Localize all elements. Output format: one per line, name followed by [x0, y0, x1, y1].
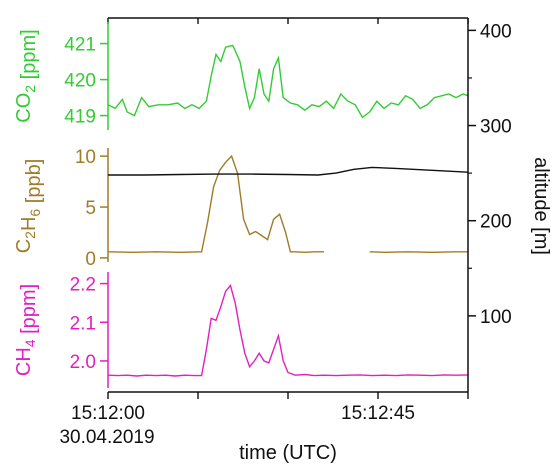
- c2h6-y-tick-label: 10: [75, 147, 96, 168]
- co2-series-line: [107, 44, 469, 119]
- altitude-y-tick-label: 100: [480, 307, 512, 328]
- altitude-panel: 100 200 300 400 altitude [m]: [108, 18, 552, 392]
- co2-y-tick-label: 419: [64, 107, 96, 128]
- ch4-panel: 2.0 2.1 2.2 CH4 [ppm]: [13, 272, 469, 388]
- top-axis-ticks: [107, 18, 469, 24]
- x-date-label: 30.04.2019: [59, 427, 154, 448]
- ch4-y-axis-label: CH4 [ppm]: [13, 284, 40, 376]
- c2h6-y-ticks: 0 5 10: [75, 147, 108, 270]
- co2-y-axis-label: CO2 [ppm]: [13, 29, 40, 122]
- ch4-y-tick-label: 2.1: [70, 313, 96, 334]
- altitude-y-tick-label: 400: [480, 21, 512, 42]
- x-axis-ticks: [107, 392, 469, 399]
- c2h6-y-tick-label: 5: [85, 198, 96, 219]
- ch4-y-tick-label: 2.0: [70, 352, 96, 373]
- x-tick-label-end: 15:12:45: [341, 403, 415, 424]
- altitude-y-tick-label: 200: [480, 212, 512, 233]
- altitude-y-tick-label: 300: [480, 117, 512, 138]
- co2-y-tick-label: 421: [64, 35, 96, 56]
- c2h6-y-axis-label: C2H6 [ppb]: [13, 159, 45, 254]
- x-axis-label: time (UTC): [239, 442, 337, 464]
- x-tick-label-start: 15:12:00: [71, 403, 145, 424]
- ch4-y-tick-label: 2.2: [70, 275, 96, 296]
- altitude-series-line: [108, 166, 469, 176]
- c2h6-y-tick-label: 0: [85, 249, 96, 270]
- c2h6-panel: 0 5 10 C2H6 [ppb]: [13, 147, 468, 270]
- altitude-y-axis-label: altitude [m]: [530, 157, 552, 255]
- co2-y-ticks: 419 420 421: [64, 35, 108, 128]
- altitude-y-ticks: 100 200 300 400: [468, 21, 512, 328]
- ch4-series-line: [107, 284, 469, 377]
- c2h6-series-line: [107, 154, 468, 254]
- co2-panel: 419 420 421 CO2 [ppm]: [13, 22, 469, 130]
- co2-y-tick-label: 420: [64, 71, 96, 92]
- ch4-y-ticks: 2.0 2.1 2.2: [70, 275, 108, 373]
